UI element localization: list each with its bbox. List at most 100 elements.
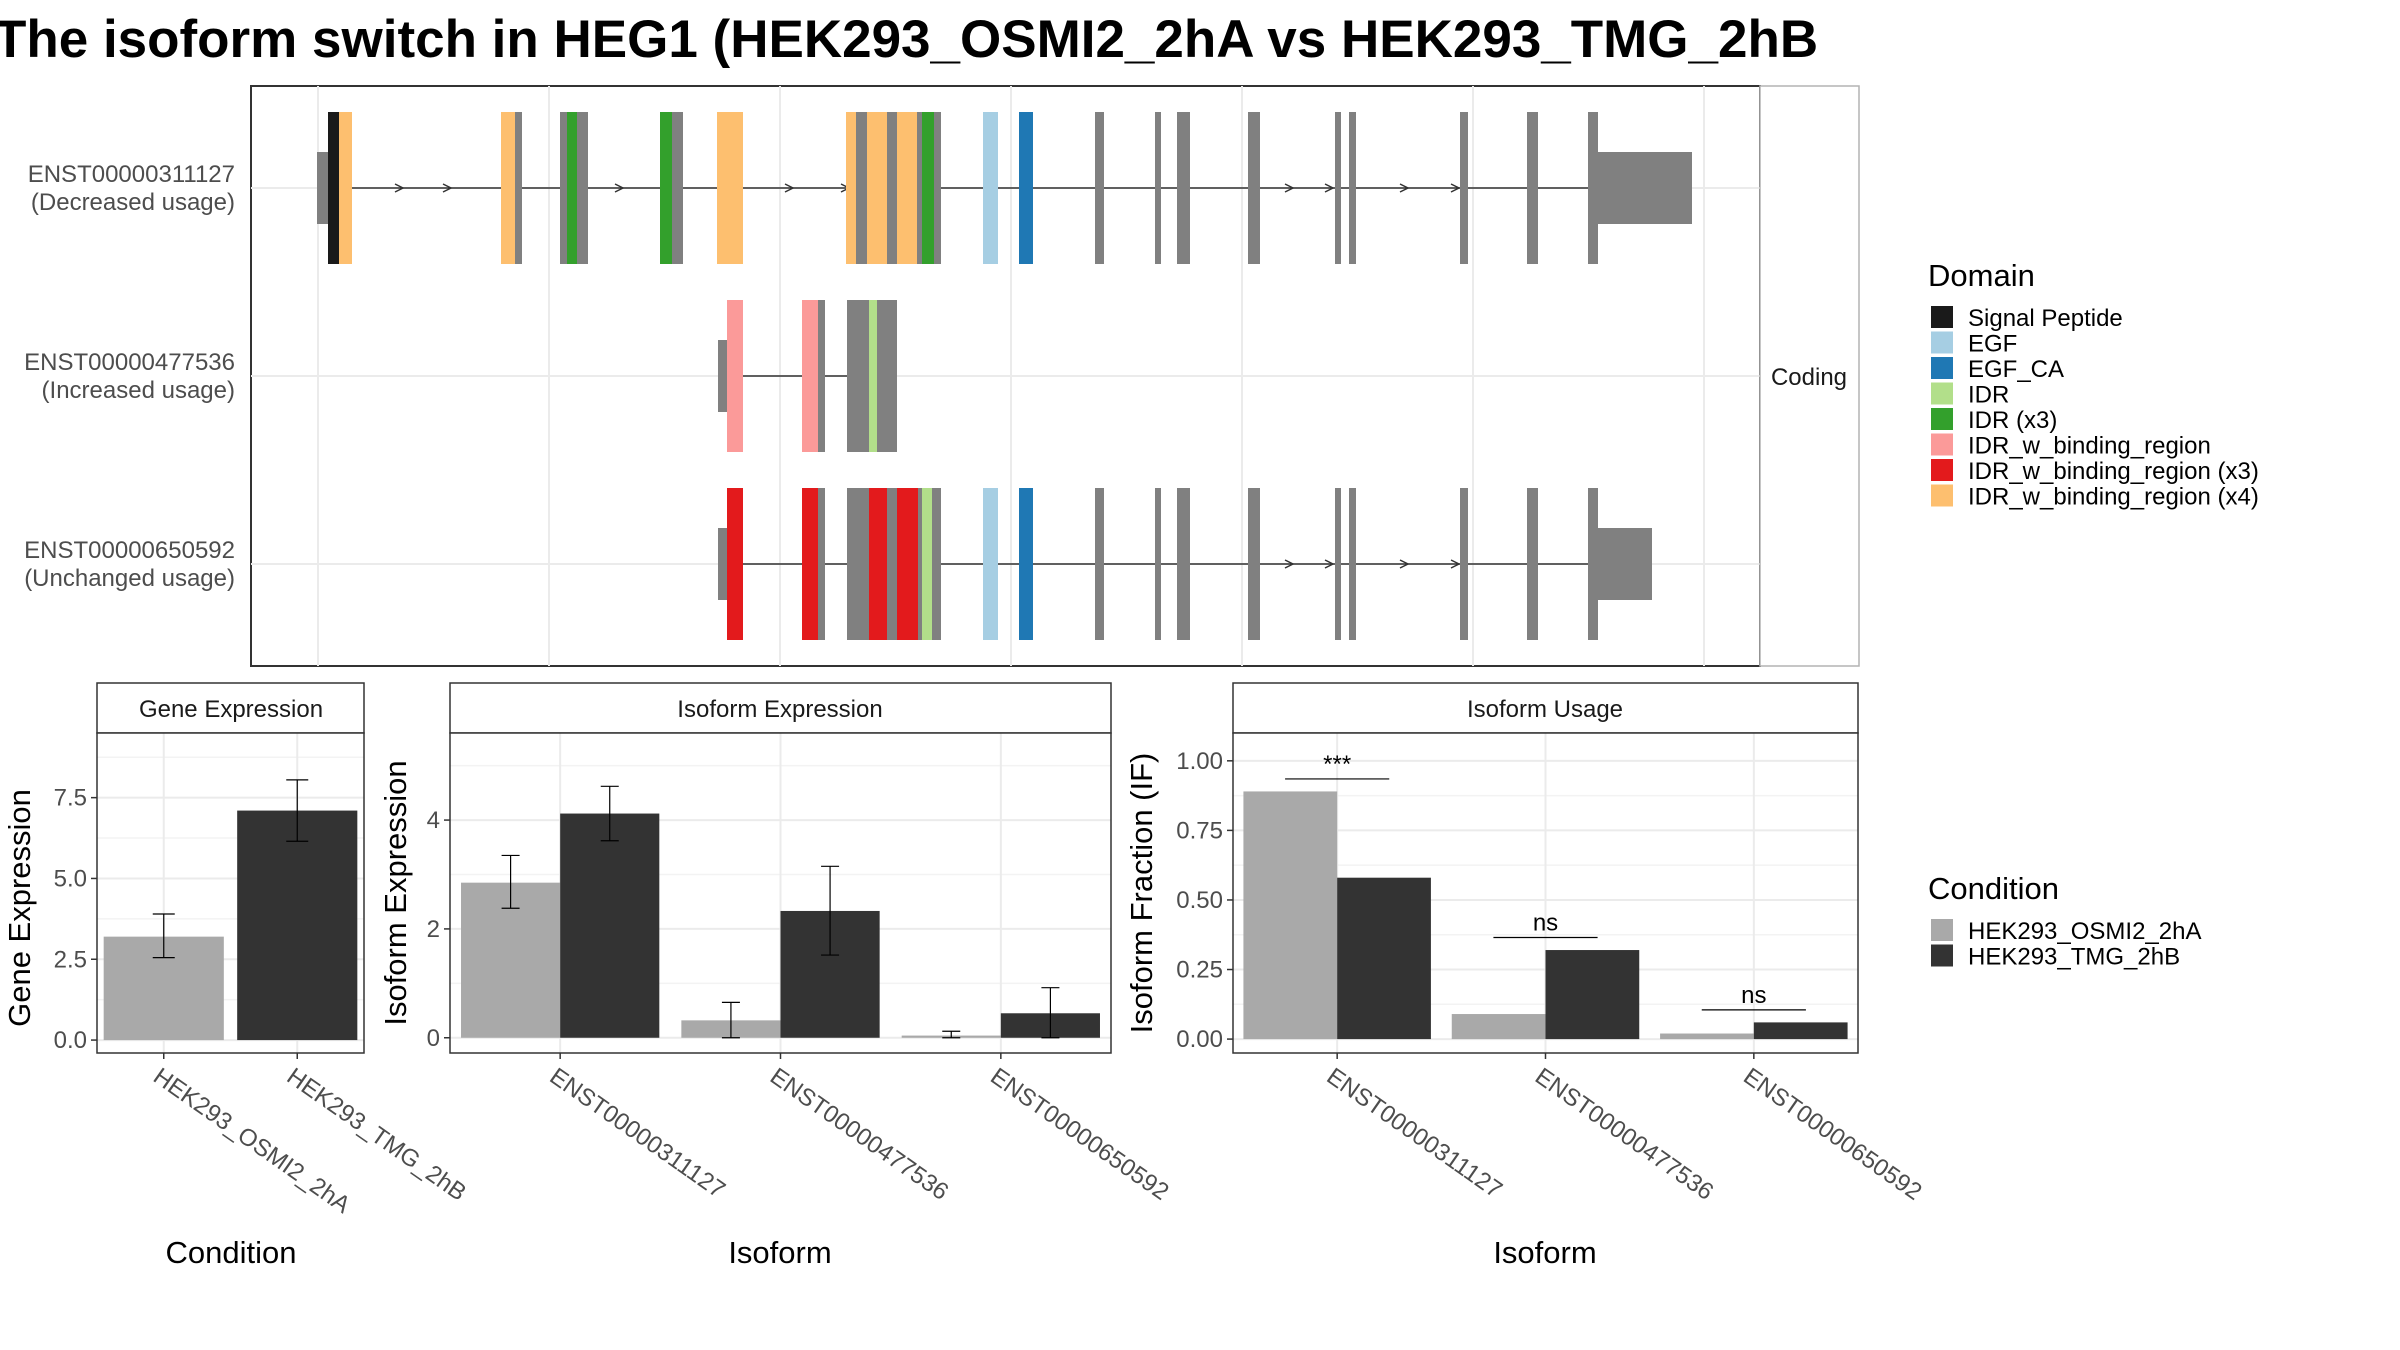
domain-legend-swatch [1931, 408, 1953, 430]
y-tick-label: 5.0 [54, 865, 87, 892]
exon-block [1527, 112, 1538, 264]
x-tick-label: ENST00000477536 [765, 1063, 953, 1206]
exon-block [802, 488, 818, 640]
condition-legend-label: HEK293_OSMI2_2hA [1968, 918, 2201, 945]
exon-block [918, 488, 922, 640]
exon-block [869, 300, 877, 452]
isoform-usage-strip-label: Isoform Usage [1467, 696, 1623, 723]
exon-block [932, 488, 941, 640]
exon-block [1177, 488, 1190, 640]
figure-title: The isoform switch in HEG1 (HEK293_OSMI2… [0, 10, 1818, 69]
exon-block [1349, 112, 1356, 264]
isoform-usage-y-title: Isoform Fraction (IF) [1124, 753, 1159, 1034]
x-tick-label: ENST00000311127 [1322, 1063, 1507, 1204]
transcript-usage-label: (Increased usage) [42, 377, 235, 404]
y-tick-label: 0.50 [1176, 887, 1223, 914]
transcript-usage-label: (Unchanged usage) [24, 565, 235, 592]
exon-block [877, 300, 897, 452]
intron-arrow [1399, 559, 1410, 569]
exon-block [934, 112, 941, 264]
intron-arrow [784, 183, 795, 193]
gene-expression-x-title: Condition [166, 1235, 297, 1270]
intron-arrow [1324, 183, 1335, 193]
y-tick-label: 1.00 [1176, 748, 1223, 775]
domain-legend-label: EGF [1968, 331, 2017, 358]
exon-block [983, 112, 998, 264]
exon-block [897, 112, 917, 264]
transcript-structure-panel: ENST00000311127(Decreased usage) ENST0000… [24, 85, 1860, 667]
y-tick-label: 0 [427, 1025, 440, 1052]
domain-legend-label: IDR_w_binding_region [1968, 433, 2211, 460]
intron-arrow [394, 183, 405, 193]
exon-block [983, 488, 998, 640]
exon-block [1095, 112, 1104, 264]
exon-block [1335, 488, 1341, 640]
domain-legend-label: IDR [1968, 382, 2009, 409]
y-tick-label: 2 [427, 916, 440, 943]
exon-block [847, 300, 869, 452]
y-tick-label: 0.75 [1176, 817, 1223, 844]
exon-block [818, 300, 825, 452]
y-tick-label: 7.5 [54, 785, 87, 812]
intron-arrow [1284, 559, 1295, 569]
bar [237, 810, 358, 1041]
exon-block [856, 112, 867, 264]
exon-block [328, 112, 339, 264]
isoform-expression-x-title: Isoform [728, 1235, 831, 1270]
bar [1243, 791, 1338, 1040]
exon-block [560, 112, 567, 264]
transcript-id-label: ENST00000311127 [28, 161, 235, 188]
exon-block [887, 488, 897, 640]
domain-legend-swatch [1931, 306, 1953, 328]
transcript-usage-label: (Decreased usage) [31, 189, 235, 216]
exon-block [672, 112, 683, 264]
isoform-expression-plot: 0 2 4 ENST00000311127 ENST00000477536 ENST000… [427, 732, 1174, 1206]
domain-legend-label: Signal Peptide [1968, 305, 2123, 332]
domain-legend-swatch [1931, 484, 1953, 507]
exon-block [922, 112, 934, 264]
exon-block [1598, 528, 1652, 600]
domain-legend-swatch [1931, 382, 1953, 405]
exon-block [717, 112, 743, 264]
exon-block [1248, 112, 1260, 264]
exon-block [1248, 488, 1260, 640]
domain-legend-swatch [1931, 357, 1953, 379]
exon-block [1019, 488, 1033, 640]
exon-block [727, 300, 743, 452]
exon-block [917, 112, 922, 264]
intron-arrow [1284, 183, 1295, 193]
bar [1753, 1022, 1848, 1040]
exon-block [1155, 112, 1161, 264]
intron-arrow [1399, 183, 1410, 193]
exon-block [1019, 112, 1033, 264]
exon-block [847, 488, 869, 640]
domain-legend-label: IDR_w_binding_region (x3) [1968, 458, 2259, 485]
exon-block [802, 300, 818, 452]
domain-legend-title: Domain [1928, 258, 2035, 293]
exon-block [1460, 112, 1468, 264]
isoform-usage-x-title: Isoform [1493, 1235, 1596, 1270]
y-tick-label: 4 [427, 807, 440, 834]
isoform-usage-plot: *** ns ns 0.00 0.25 0.50 0.75 1.00 ENST000003111… [1176, 732, 1927, 1206]
exon-block [577, 112, 588, 264]
exon-block [1155, 488, 1161, 640]
domain-legend-swatch [1931, 459, 1953, 481]
condition-legend-swatch [1931, 919, 1953, 941]
isoform-usage-strip [1232, 682, 1859, 734]
gene-expression-y-title: Gene Expression [2, 789, 37, 1027]
gene-expression-strip [96, 682, 365, 734]
exon-block [867, 112, 887, 264]
transcript-exons [317, 112, 1692, 640]
condition-legend-swatch [1931, 944, 1953, 967]
intron-arrow [442, 183, 453, 193]
exon-block [1588, 112, 1598, 264]
exon-block [718, 528, 727, 600]
exon-block [1095, 488, 1104, 640]
domain-legend-swatch [1931, 433, 1953, 456]
domain-legend-label: IDR (x3) [1968, 407, 2057, 434]
